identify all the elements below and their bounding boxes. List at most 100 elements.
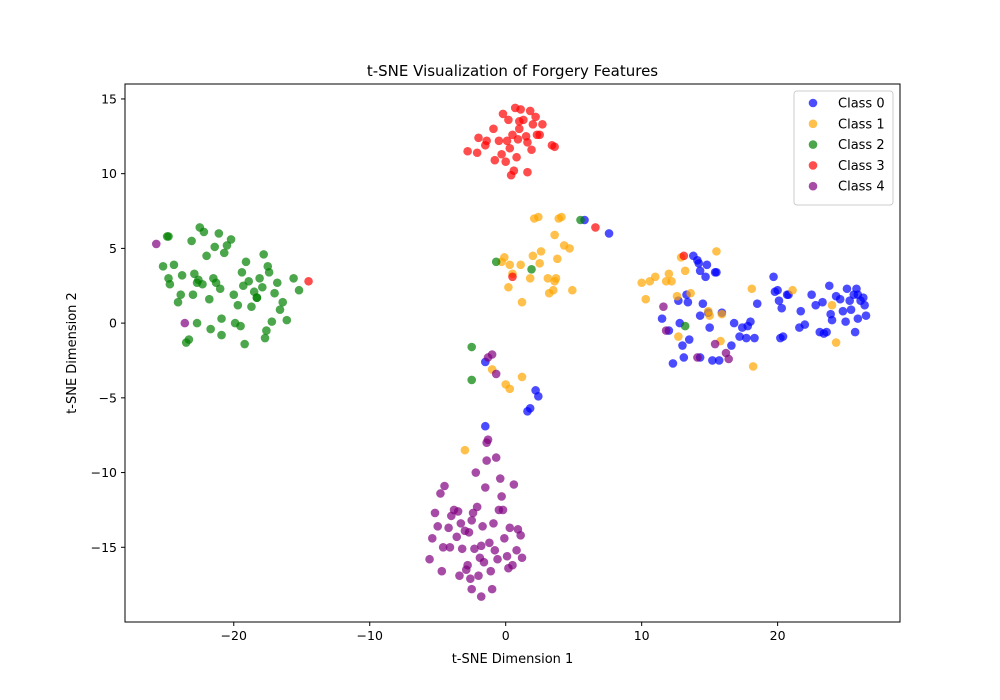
scatter-point-class-4 — [500, 534, 509, 543]
scatter-point-class-4 — [487, 584, 497, 594]
scatter-point-class-0 — [525, 403, 535, 413]
scatter-point-class-2 — [187, 236, 196, 246]
scatter-point-class-1 — [686, 288, 695, 298]
scatter-point-class-0 — [742, 333, 751, 343]
scatter-point-class-4 — [425, 554, 434, 564]
y-tick-label: 5 — [109, 241, 117, 256]
legend-label: Class 3 — [838, 159, 885, 174]
scatter-point-class-4 — [476, 541, 486, 551]
scatter-point-class-2 — [219, 248, 229, 258]
scatter-point-class-4 — [479, 557, 489, 567]
scatter-point-class-0 — [694, 259, 704, 268]
scatter-point-class-4 — [491, 369, 501, 379]
scatter-point-class-2 — [165, 279, 175, 289]
legend-marker — [808, 98, 818, 108]
legend-label: Class 1 — [838, 117, 885, 132]
scatter-point-class-4 — [516, 531, 525, 540]
scatter-point-class-1 — [548, 285, 558, 295]
scatter-point-class-1 — [557, 212, 566, 222]
scatter-point-class-4 — [495, 474, 505, 483]
scatter-point-class-0 — [701, 272, 710, 282]
scatter-point-class-2 — [215, 284, 225, 294]
scatter-point-class-0 — [668, 359, 678, 368]
y-tick-label: −10 — [91, 465, 117, 480]
scatter-point-class-2 — [282, 315, 292, 325]
scatter-point-class-2 — [205, 294, 214, 304]
scatter-point-class-2 — [214, 229, 224, 238]
scatter-point-class-0 — [853, 290, 863, 300]
scatter-point-class-0 — [774, 296, 784, 305]
scatter-point-class-4 — [509, 480, 519, 489]
scatter-point-class-2 — [188, 290, 198, 300]
scatter-point-class-0 — [679, 353, 689, 362]
scatter-point-class-0 — [695, 311, 705, 320]
scatter-point-class-1 — [748, 362, 758, 371]
scatter-point-class-2 — [241, 257, 251, 267]
scatter-point-class-1 — [674, 332, 683, 341]
scatter-point-class-1 — [672, 291, 682, 301]
scatter-point-class-3 — [504, 115, 513, 125]
scatter-point-class-4 — [467, 584, 477, 594]
scatter-point-class-1 — [534, 212, 543, 222]
scatter-point-class-0 — [746, 317, 755, 326]
scatter-point-class-4 — [430, 508, 440, 518]
scatter-point-class-4 — [493, 554, 502, 564]
scatter-point-class-1 — [517, 372, 527, 382]
scatter-point-class-4 — [508, 560, 517, 570]
scatter-point-class-4 — [490, 545, 500, 555]
scatter-point-class-0 — [604, 229, 614, 238]
legend-label: Class 2 — [838, 138, 885, 153]
scatter-point-class-4 — [433, 522, 443, 531]
scatter-point-class-0 — [838, 306, 848, 316]
scatter-point-class-3 — [515, 124, 524, 134]
scatter-point-class-0 — [729, 318, 739, 328]
scatter-point-class-1 — [827, 300, 837, 310]
scatter-point-class-4 — [437, 566, 447, 576]
scatter-point-class-2 — [278, 297, 288, 307]
scatter-point-class-1 — [712, 247, 721, 256]
scatter-point-class-2 — [229, 290, 239, 300]
scatter-point-class-0 — [850, 327, 860, 337]
scatter-point-class-4 — [659, 302, 668, 311]
scatter-point-class-1 — [664, 269, 674, 279]
scatter-point-class-2 — [217, 314, 226, 323]
legend: Class 0 Class 1 Class 2 Class 3 Class 4 — [793, 90, 894, 206]
scatter-point-class-4 — [474, 571, 483, 580]
scatter-point-class-3 — [501, 157, 511, 167]
scatter-point-class-3 — [482, 136, 491, 146]
scatter-point-class-2 — [233, 300, 243, 310]
scatter-point-class-2 — [192, 318, 202, 328]
scatter-point-class-0 — [481, 421, 490, 431]
y-tick-label: −5 — [99, 390, 117, 405]
scatter-point-class-4 — [445, 542, 455, 552]
scatter-point-class-1 — [504, 282, 513, 292]
scatter-point-class-0 — [657, 314, 667, 323]
scatter-point-class-3 — [525, 106, 535, 116]
scatter-point-class-3 — [474, 133, 483, 143]
plot-frame — [124, 83, 901, 623]
y-tick-label: 0 — [109, 316, 117, 331]
scatter-point-class-3 — [489, 124, 498, 134]
scatter-point-class-4 — [467, 516, 477, 525]
scatter-point-class-4 — [482, 456, 491, 465]
scatter-point-class-1 — [543, 273, 553, 283]
scatter-point-class-4 — [453, 507, 463, 516]
scatter-point-class-4 — [481, 483, 490, 492]
scatter-point-class-4 — [471, 468, 481, 477]
legend-box — [793, 90, 894, 206]
legend-marker — [808, 119, 818, 129]
scatter-point-class-2 — [262, 326, 271, 335]
scatter-point-class-4 — [427, 534, 437, 543]
x-tick-label: 0 — [502, 628, 510, 643]
legend-marker — [808, 161, 818, 170]
scatter-point-class-3 — [490, 155, 500, 165]
scatter-point-class-3 — [531, 112, 540, 122]
scatter-point-class-2 — [177, 270, 187, 280]
legend-marker — [808, 181, 818, 191]
scatter-point-class-2 — [259, 250, 268, 259]
scatter-point-class-1 — [717, 309, 727, 319]
scatter-point-class-4 — [498, 505, 508, 515]
scatter-point-class-3 — [515, 117, 524, 126]
scatter-point-class-2 — [527, 265, 536, 274]
scatter-point-class-2 — [270, 288, 279, 298]
